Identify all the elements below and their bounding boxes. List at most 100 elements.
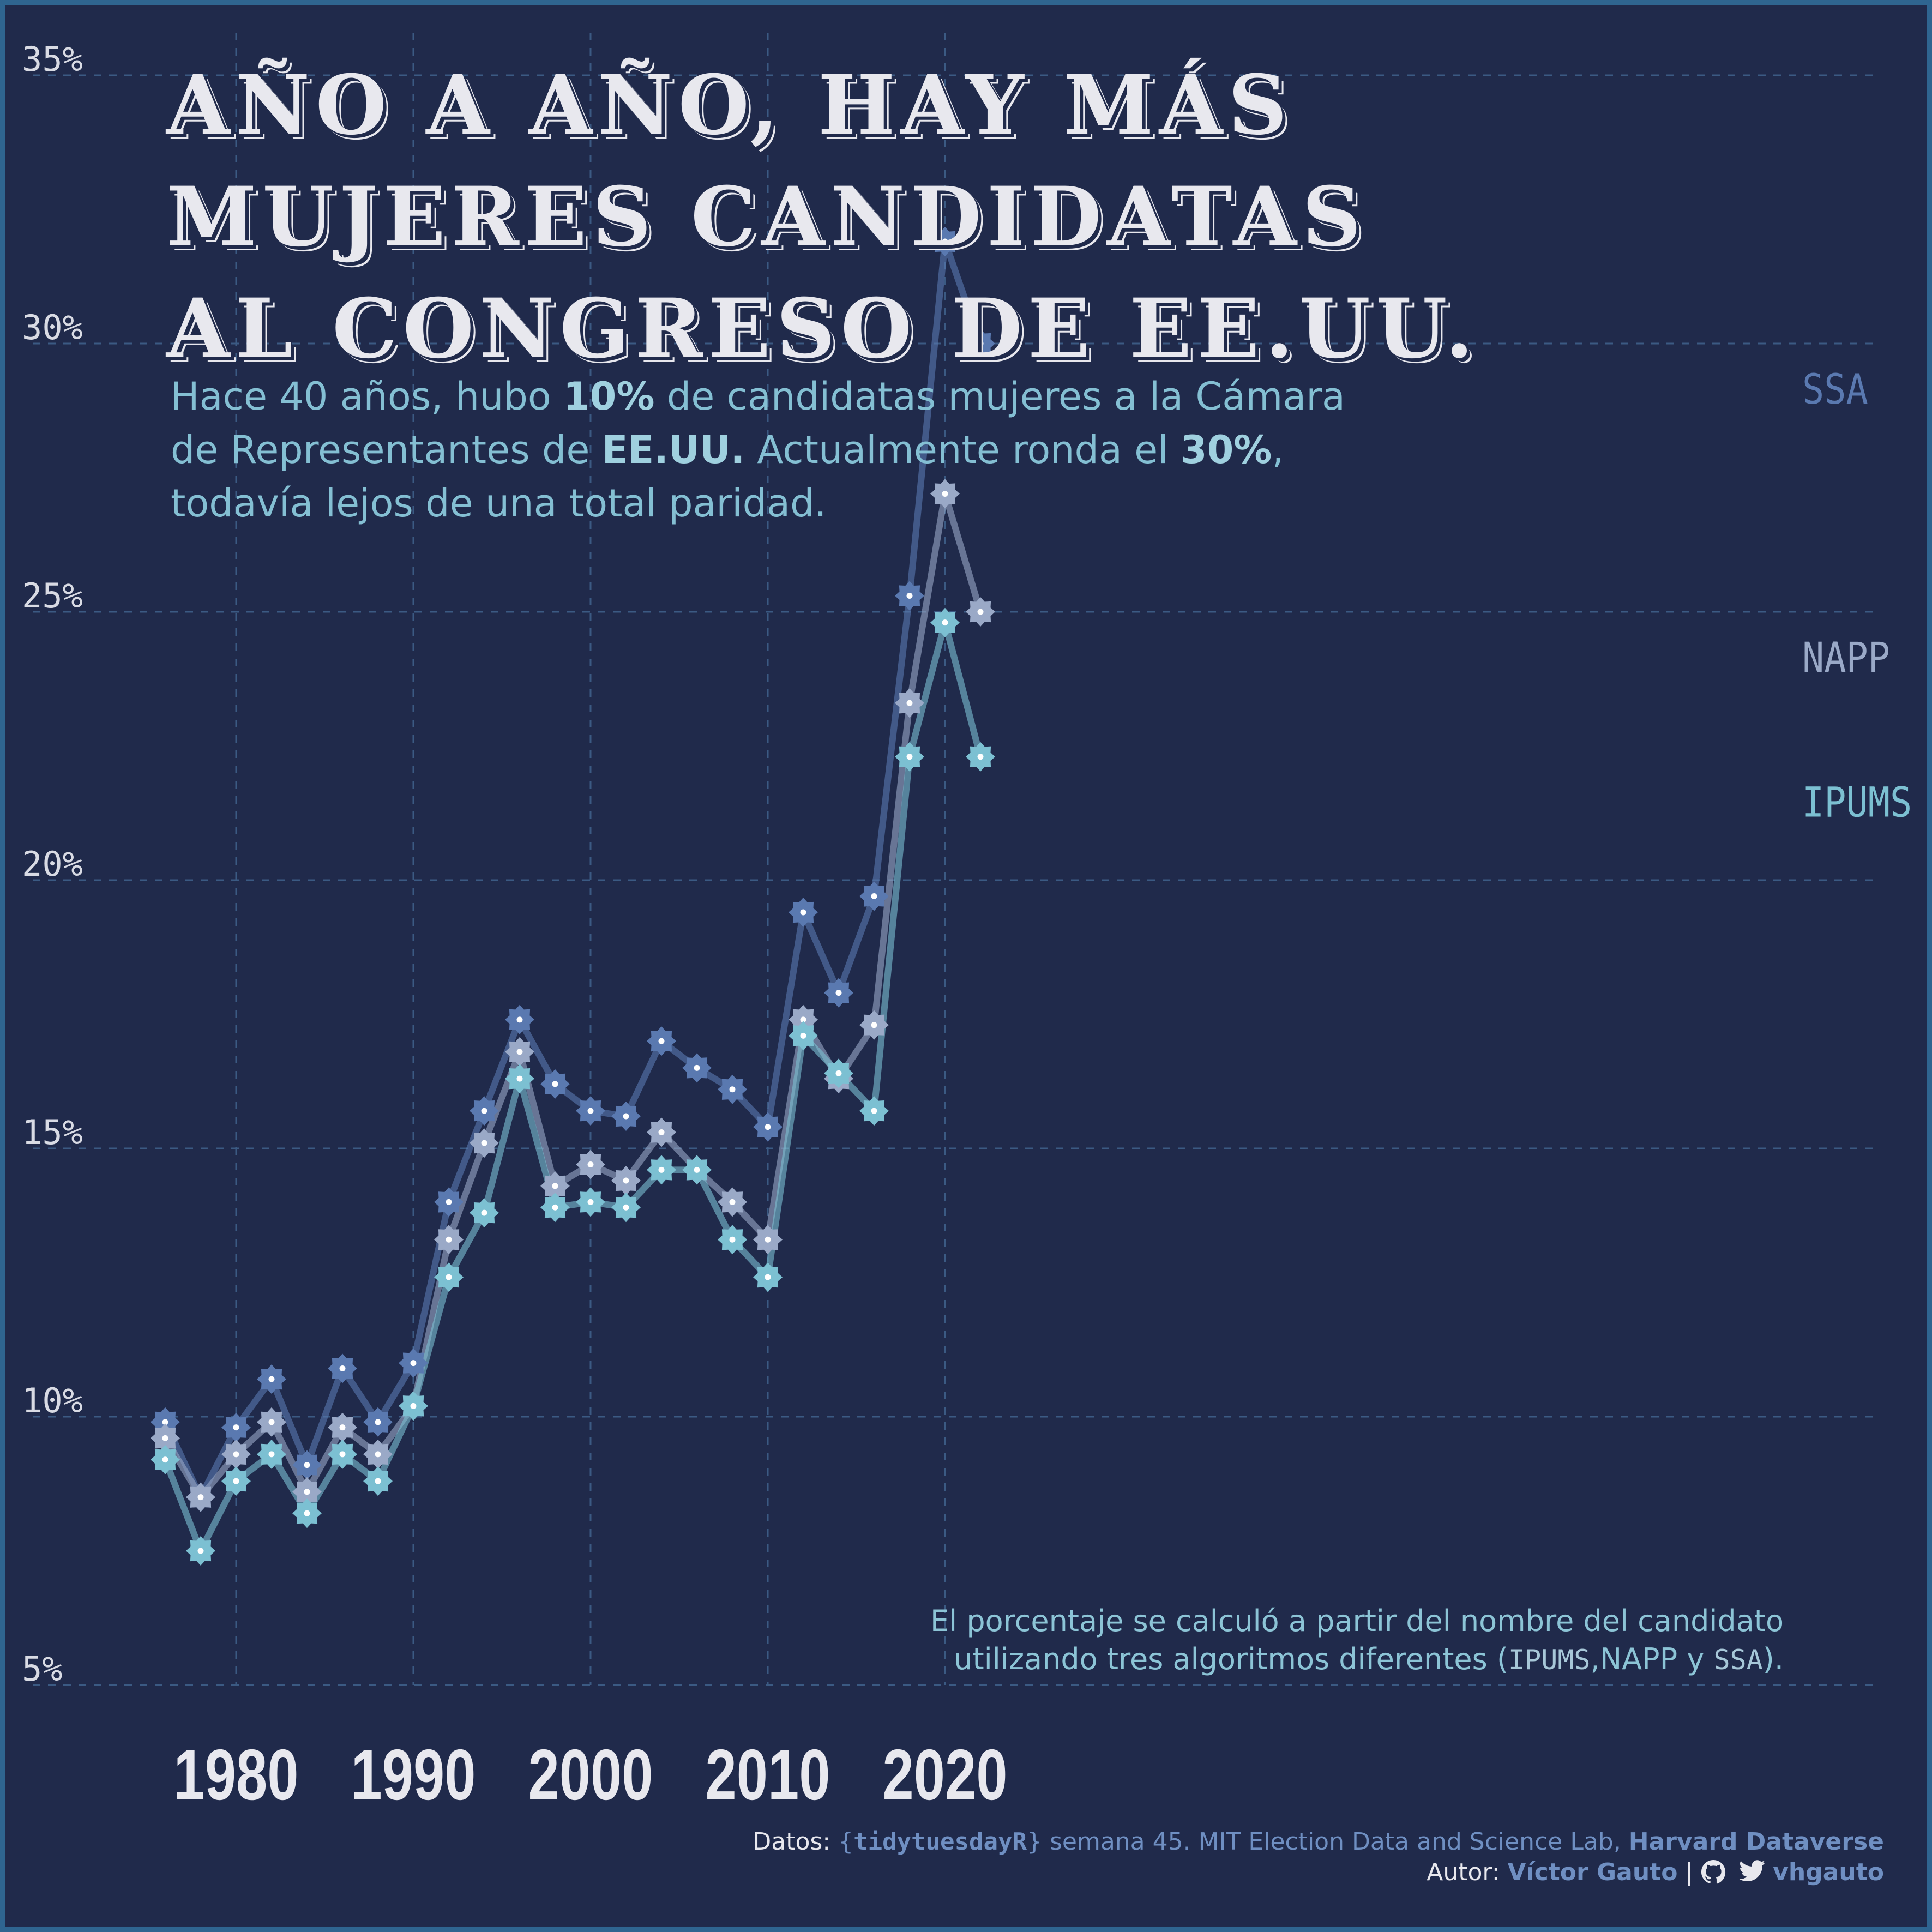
twitter-icon[interactable] <box>1739 1858 1766 1883</box>
data-point-napp <box>611 1166 641 1195</box>
x-tick-label: 2020 <box>882 1735 1007 1815</box>
chart-subtitle: Hace 40 años, hubo 10% de candidatas muj… <box>171 370 1441 530</box>
y-tick-label: 5% <box>22 1649 63 1689</box>
separator: | <box>1677 1858 1701 1886</box>
data-point-ssa <box>682 1053 712 1083</box>
data-point-napp <box>363 1439 393 1469</box>
data-point-ssa <box>328 1353 357 1383</box>
chart-title-line-3: AL CONGRESO DE EE.UU. <box>166 281 1479 377</box>
data-point-ipums <box>859 1096 889 1126</box>
dataverse-link[interactable]: Harvard Dataverse <box>1628 1828 1884 1856</box>
series-label-ipums: IPUMS <box>1802 779 1912 827</box>
data-point-napp <box>718 1187 747 1217</box>
data-point-ipums <box>363 1466 393 1496</box>
data-point-ipums <box>824 1058 853 1088</box>
data-source-line: Datos: {tidytuesdayR} semana 45. MIT Ele… <box>753 1827 1884 1857</box>
note-text: utilizando tres algoritmos diferentes ( <box>954 1642 1509 1676</box>
subtitle-text: todavía lejos de una total paridad. <box>171 481 827 526</box>
data-point-ipums <box>789 1021 818 1051</box>
data-point-napp <box>328 1412 357 1442</box>
datos-label: Datos: <box>753 1828 839 1856</box>
data-point-ipums <box>611 1193 641 1223</box>
data-point-ssa <box>789 898 818 927</box>
data-point-ssa <box>647 1026 676 1056</box>
subtitle-text: de Representantes de <box>171 428 602 472</box>
data-point-ssa <box>399 1348 428 1378</box>
week-text: semana 45. <box>1042 1828 1191 1856</box>
credits: Datos: {tidytuesdayR} semana 45. MIT Ele… <box>753 1827 1884 1888</box>
data-point-ssa <box>930 227 960 256</box>
data-point-napp <box>292 1477 322 1507</box>
data-point-ssa <box>753 1112 783 1142</box>
data-point-ssa <box>611 1102 641 1131</box>
subtitle-text: Actualmente ronda el <box>745 428 1181 472</box>
data-point-ipums <box>328 1439 357 1469</box>
data-point-ipums <box>718 1225 747 1255</box>
subtitle-text: Hace 40 años, hubo <box>171 374 563 419</box>
data-point-ssa <box>895 581 924 611</box>
data-point-ssa <box>718 1074 747 1104</box>
data-point-napp <box>647 1117 676 1147</box>
data-point-ssa <box>221 1412 251 1442</box>
data-point-ipums <box>292 1498 322 1528</box>
data-point-ipums <box>434 1262 464 1292</box>
data-point-napp <box>753 1225 783 1255</box>
source-text: MIT Election Data and Science Lab, <box>1190 1828 1629 1856</box>
data-point-ipums <box>753 1262 783 1292</box>
data-point-ssa <box>363 1407 393 1437</box>
data-point-ipums <box>186 1536 215 1566</box>
data-point-napp <box>859 1010 889 1040</box>
x-tick-label: 2000 <box>528 1735 653 1815</box>
github-icon[interactable] <box>1701 1859 1726 1885</box>
data-point-napp <box>257 1407 286 1437</box>
series-line-napp <box>162 490 984 1501</box>
x-tick-label: 1980 <box>173 1735 298 1815</box>
series-line-ssa <box>162 238 984 1501</box>
data-point-napp <box>576 1149 605 1179</box>
data-point-ipums <box>576 1187 605 1217</box>
data-point-ipums <box>966 742 995 772</box>
method-note: El porcentaje se calculó a partir del no… <box>930 1602 1784 1679</box>
chart-title-line-2: MUJERES CANDIDATAS <box>166 169 1367 265</box>
x-tick-label: 1990 <box>351 1735 476 1815</box>
subtitle-highlight: 30% <box>1180 428 1272 472</box>
data-point-ssa <box>292 1450 322 1480</box>
chart-title-line-1: AÑO A AÑO, HAY MÁS <box>166 57 1293 153</box>
data-point-napp <box>540 1171 570 1201</box>
note-text: ). <box>1762 1642 1784 1676</box>
data-point-ipums <box>470 1198 499 1228</box>
data-point-ipums <box>930 607 960 637</box>
y-tick-label: 10% <box>22 1381 83 1421</box>
y-axis-tick-labels: 5% 10% 15% 20% 25% 30% 35% <box>22 39 83 1689</box>
data-point-napp <box>186 1482 215 1512</box>
data-point-ipums <box>151 1445 180 1474</box>
series-points <box>151 227 995 1566</box>
data-point-ipums <box>540 1193 570 1223</box>
y-tick-label: 20% <box>22 844 83 884</box>
handle: vhgauto <box>1773 1858 1884 1886</box>
data-point-ssa <box>859 881 889 911</box>
y-tick-label: 15% <box>22 1112 83 1152</box>
data-point-napp <box>221 1439 251 1469</box>
data-point-ipums <box>221 1466 251 1496</box>
data-point-ssa <box>470 1096 499 1126</box>
y-tick-label: 35% <box>22 39 83 79</box>
subtitle-text: de candidatas mujeres a la Cámara <box>654 374 1345 419</box>
note-ipums: IPUMS <box>1508 1644 1591 1676</box>
author-name: Víctor Gauto <box>1507 1858 1678 1886</box>
data-point-ipums <box>895 742 924 772</box>
data-point-ssa <box>505 1004 534 1034</box>
data-point-napp <box>505 1037 534 1067</box>
data-point-ssa <box>257 1364 286 1394</box>
data-point-ipums <box>682 1155 712 1185</box>
note-text: ,NAPP y <box>1590 1642 1714 1676</box>
author-line: Autor: Víctor Gauto | vhgauto <box>753 1857 1884 1888</box>
note-ssa: SSA <box>1713 1644 1763 1676</box>
note-text: El porcentaje se calculó a partir del no… <box>930 1604 1784 1638</box>
series-label-napp: NAPP <box>1802 634 1890 682</box>
data-point-ssa <box>576 1096 605 1126</box>
subtitle-highlight: EE.UU. <box>601 428 745 472</box>
x-tick-label: 2010 <box>705 1735 830 1815</box>
data-point-napp <box>434 1225 464 1255</box>
